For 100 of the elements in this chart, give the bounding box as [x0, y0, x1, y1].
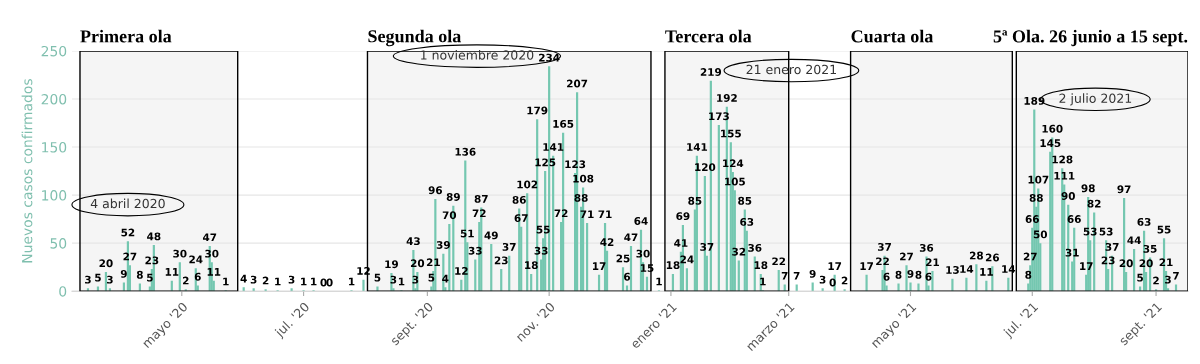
- data-label: 13: [946, 266, 959, 274]
- data-label: 35: [1143, 244, 1157, 253]
- bar: [86, 288, 90, 292]
- data-label: 44: [1127, 236, 1141, 244]
- bar: [1138, 286, 1142, 292]
- data-label: 96: [428, 186, 443, 195]
- bar: [795, 284, 798, 292]
- data-label: 1: [301, 277, 307, 286]
- data-label: 53: [1083, 227, 1097, 236]
- data-label: 3: [250, 275, 257, 284]
- data-label: 53: [1099, 227, 1113, 236]
- data-label: 27: [900, 252, 913, 261]
- bar: [242, 287, 245, 292]
- data-label: 108: [573, 174, 594, 183]
- data-label: 5: [1137, 273, 1143, 282]
- data-label: 17: [592, 262, 606, 270]
- data-label: 18: [754, 261, 768, 270]
- data-label: 64: [634, 217, 648, 225]
- data-label: 102: [517, 180, 538, 189]
- data-label: 41: [674, 239, 688, 247]
- data-label: 1: [398, 277, 405, 286]
- bar: [783, 284, 786, 292]
- data-label: 17: [860, 262, 873, 270]
- data-label: 136: [455, 147, 476, 156]
- data-label: 0: [320, 278, 327, 287]
- bar: [474, 259, 477, 292]
- data-label: 6: [883, 272, 890, 281]
- data-label: 3: [819, 275, 826, 284]
- data-label: 63: [740, 217, 754, 226]
- data-label: 1: [760, 277, 766, 286]
- data-label: 165: [553, 119, 574, 128]
- data-label: 26: [985, 253, 1000, 262]
- data-label: 20: [1139, 259, 1153, 268]
- data-label: 63: [1137, 217, 1151, 226]
- bar: [96, 286, 100, 292]
- data-label: 5: [428, 273, 435, 282]
- data-label: 49: [484, 231, 498, 240]
- data-label: 23: [494, 256, 508, 265]
- data-label: 72: [472, 209, 486, 218]
- data-label: 21: [426, 258, 440, 267]
- data-label: 3: [412, 275, 419, 284]
- data-label: 5: [95, 273, 101, 282]
- y-tick-label: 100: [42, 190, 67, 201]
- data-label: 6: [925, 272, 932, 281]
- bar: [490, 244, 493, 292]
- data-label: 50: [1033, 230, 1048, 239]
- data-label: 88: [574, 193, 588, 202]
- data-label: 37: [502, 242, 516, 251]
- data-label: 52: [121, 228, 135, 237]
- data-label: 31: [1065, 248, 1079, 257]
- bar: [951, 278, 954, 292]
- data-label: 36: [919, 243, 934, 252]
- data-label: 17: [828, 262, 842, 270]
- data-label: 23: [1101, 256, 1115, 265]
- data-label: 71: [580, 210, 594, 219]
- data-label: 48: [147, 232, 161, 241]
- bar: [897, 283, 900, 292]
- data-label: 85: [688, 196, 702, 205]
- bar: [931, 271, 934, 292]
- band-label: Tercera ola: [665, 29, 752, 43]
- bar: [508, 255, 511, 292]
- bar: [685, 268, 688, 292]
- data-label: 160: [1042, 124, 1063, 133]
- data-label: 12: [455, 266, 468, 275]
- data-label: 11: [980, 268, 993, 276]
- data-label: 37: [877, 242, 891, 251]
- data-label: 7: [793, 271, 800, 280]
- data-label: 21: [1159, 258, 1173, 267]
- data-label: 1: [275, 277, 281, 286]
- data-label: 47: [202, 233, 217, 242]
- data-label: 33: [534, 246, 548, 255]
- data-label: 30: [205, 249, 219, 258]
- data-label: 28: [969, 251, 983, 260]
- data-label: 1: [656, 277, 662, 286]
- data-label: 8: [895, 270, 902, 279]
- data-label: 89: [446, 193, 460, 201]
- data-label: 3: [85, 275, 91, 284]
- data-label: 11: [165, 268, 179, 276]
- data-label: 7: [781, 271, 788, 280]
- data-label: 20: [99, 259, 113, 268]
- y-tick-label: 50: [50, 238, 67, 249]
- data-label: 21: [926, 258, 939, 267]
- data-label: 120: [695, 163, 716, 172]
- data-label: 22: [772, 257, 786, 266]
- data-label: 7: [1173, 271, 1179, 280]
- x-tick-label: nov. '20: [515, 301, 556, 342]
- data-label: 19: [385, 260, 399, 269]
- data-label: 24: [680, 255, 694, 264]
- bar: [178, 262, 181, 292]
- data-label: 14: [960, 265, 974, 273]
- data-label: 219: [700, 68, 722, 76]
- data-label: 173: [709, 112, 729, 121]
- data-label: 141: [687, 143, 708, 151]
- data-label: 30: [636, 249, 650, 258]
- data-label: 82: [1087, 199, 1101, 208]
- band-label: Segunda ola: [368, 29, 462, 47]
- data-label: 2: [841, 276, 848, 285]
- data-label: 179: [527, 106, 548, 115]
- data-label: 39: [436, 241, 450, 249]
- data-label: 37: [1105, 242, 1119, 251]
